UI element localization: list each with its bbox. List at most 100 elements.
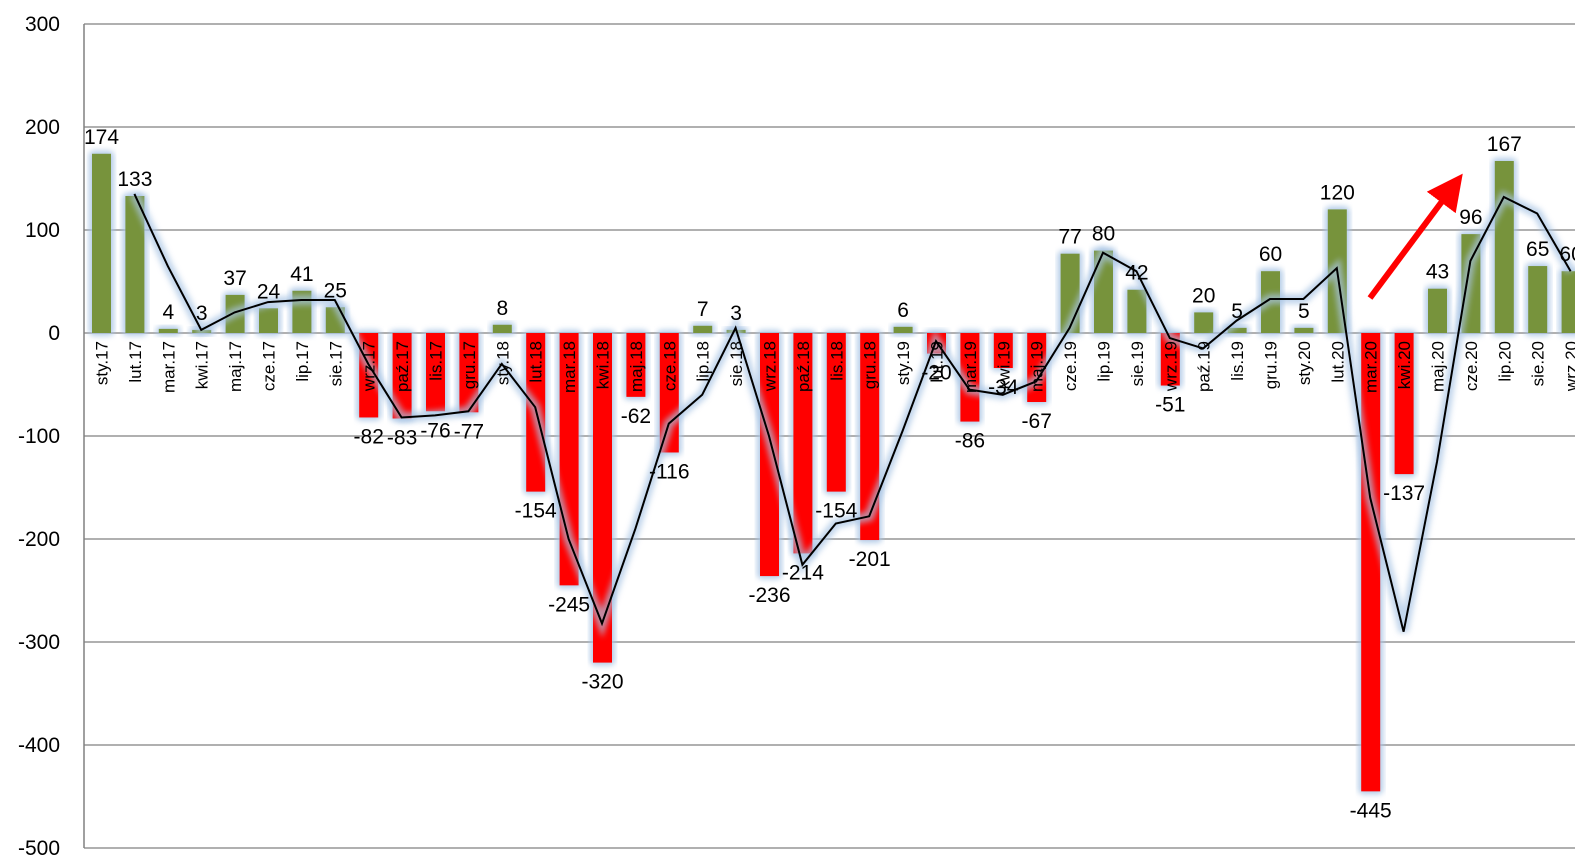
- x-tick-label: gru.17: [460, 341, 479, 389]
- data-label: 4: [162, 301, 174, 324]
- y-tick-labels: 300 200 100 0 -100 -200 -300 -400 -500: [18, 13, 60, 860]
- data-label: -154: [515, 500, 557, 523]
- x-tick-label: gru.19: [1262, 341, 1281, 389]
- data-label: -77: [454, 420, 484, 443]
- x-tick-label: lut.17: [126, 341, 145, 383]
- bar: [1127, 289, 1147, 333]
- data-label: 96: [1459, 206, 1482, 229]
- x-tick-label: lip.18: [694, 341, 713, 382]
- x-tick-label: wrz.19: [1161, 341, 1180, 392]
- data-label: 77: [1058, 226, 1081, 249]
- x-tick-label: sie.19: [1128, 341, 1147, 386]
- x-tick-label: sty.18: [493, 341, 512, 385]
- y-tick-label: -300: [18, 631, 60, 654]
- bar: [826, 333, 846, 492]
- bar: [893, 326, 913, 333]
- data-label: -86: [955, 430, 985, 453]
- data-label: 6: [897, 299, 909, 322]
- x-tick-label: sty.19: [894, 341, 913, 385]
- x-tick-label: sie.20: [1529, 341, 1548, 386]
- data-label: -20: [921, 362, 951, 385]
- data-label: 133: [117, 168, 152, 191]
- trend-line-layer: [129, 190, 1575, 638]
- data-label: -201: [849, 548, 891, 571]
- bar: [459, 333, 479, 413]
- bar: [1561, 271, 1575, 333]
- bar: [860, 333, 880, 541]
- bars: [92, 153, 1575, 792]
- x-tick-label: sie.18: [727, 341, 746, 386]
- data-label: -154: [815, 500, 857, 523]
- bar: [1528, 266, 1548, 333]
- data-label: 24: [257, 280, 281, 303]
- x-tick-label: kwi.20: [1395, 341, 1414, 389]
- bar: [426, 333, 445, 412]
- data-label: -83: [387, 426, 417, 449]
- x-tick-label: sie.17: [326, 341, 345, 386]
- x-tick-label: lip.20: [1495, 341, 1514, 382]
- data-label: 3: [730, 302, 742, 325]
- bar: [1160, 333, 1180, 386]
- bar: [793, 333, 813, 554]
- x-tick-label: paź.19: [1195, 341, 1214, 392]
- data-label: -320: [581, 671, 623, 694]
- x-tick-label: lut.19: [928, 341, 947, 383]
- data-label: -76: [420, 419, 450, 442]
- bar: [392, 333, 412, 419]
- x-tick-label: maj.19: [1028, 341, 1047, 392]
- bar: [92, 153, 111, 333]
- x-tick-label: mar.20: [1362, 341, 1381, 393]
- x-tick-label: lut.18: [527, 341, 546, 383]
- x-tick-label: lip.19: [1095, 341, 1114, 382]
- data-label: -116: [649, 460, 689, 483]
- bar: [1394, 333, 1414, 475]
- y-tick-label: -100: [18, 425, 60, 448]
- x-tick-label: sty.17: [93, 341, 112, 385]
- x-tick-label: lut.20: [1328, 341, 1347, 383]
- x-tick-label: wrz.18: [761, 341, 780, 392]
- y-tick-label: 200: [25, 116, 60, 139]
- trend-arrow-icon: [1367, 173, 1463, 300]
- x-tick-label: maj.17: [226, 341, 245, 392]
- y-tick-label: 100: [25, 219, 60, 242]
- bar: [259, 308, 278, 333]
- x-tick-label: wrz.17: [360, 341, 379, 392]
- data-label: -62: [621, 405, 651, 428]
- data-label: -34: [988, 376, 1019, 399]
- data-label: 80: [1092, 223, 1115, 246]
- x-tick-label: lis.17: [427, 341, 446, 381]
- data-label: 7: [697, 298, 709, 321]
- data-label: 8: [496, 297, 508, 320]
- bar: [1494, 160, 1514, 333]
- x-tick-label: mar.17: [159, 341, 178, 393]
- x-tick-labels: sty.17 lut.17 mar.17 kwi.17 maj.17 cze.17 lip.…: [93, 341, 1575, 393]
- bar: [693, 325, 713, 333]
- data-label: 3: [196, 302, 208, 325]
- data-label: 43: [1426, 261, 1449, 284]
- data-label: -67: [1022, 410, 1052, 433]
- trend-line: [133, 193, 1572, 632]
- data-label: 5: [1298, 300, 1310, 323]
- y-tick-label: 300: [25, 13, 60, 36]
- data-label: 60: [1559, 243, 1575, 266]
- x-tick-label: lis.18: [827, 341, 846, 381]
- data-label: 41: [290, 263, 313, 286]
- bar: [593, 333, 612, 663]
- bar: [492, 324, 512, 333]
- data-label: -214: [782, 561, 824, 584]
- data-label: 60: [1259, 243, 1282, 266]
- data-label: -445: [1350, 799, 1392, 822]
- x-tick-label: paź.17: [393, 341, 412, 392]
- x-tick-label: kwi.19: [994, 341, 1013, 389]
- bar: [960, 333, 980, 422]
- bar: [1227, 327, 1247, 333]
- bar: [125, 196, 145, 333]
- data-label: -82: [354, 425, 384, 448]
- bar: [1361, 333, 1381, 792]
- data-label: 20: [1192, 284, 1215, 307]
- x-tick-label: kwi.17: [193, 341, 212, 389]
- data-label: -137: [1383, 482, 1425, 505]
- x-tick-label: maj.18: [627, 341, 646, 392]
